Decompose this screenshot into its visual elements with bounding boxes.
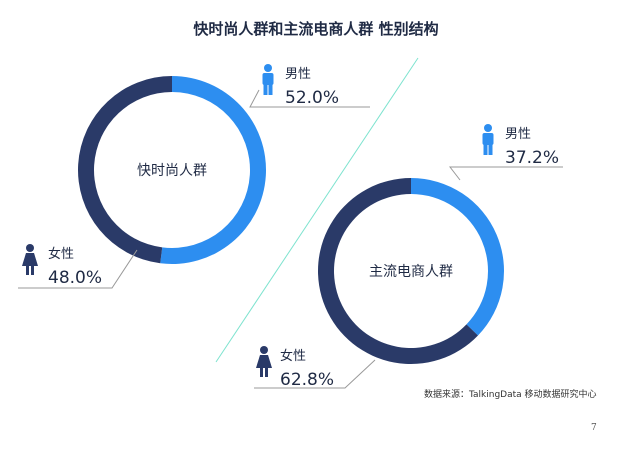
donut-slice-female-2 [318,178,478,364]
donut-slice-female-1 [77,76,172,264]
data-label-female-2: 62.8% [280,370,334,390]
donut-slice-male-2 [411,178,504,336]
diagonal-divider [215,57,419,363]
data-label-female-1: 48.0% [48,268,102,288]
leader-line-female-2 [254,359,376,389]
legend-label-female-1: 女性 [48,246,74,262]
data-source-note: 数据来源：TalkingData 移动数据研究中心 [424,390,597,400]
legend-label-male-1: 男性 [285,67,311,82]
donut-slice-male-1 [160,76,266,264]
male-person-icon [482,124,494,155]
donut-center-label-2: 主流电商人群 [369,264,453,280]
data-label-male-1: 52.0% [285,88,339,108]
leader-line-female-1 [18,249,138,289]
donut-center-label-1: 快时尚人群 [137,163,207,179]
leader-line-male-2 [448,166,563,181]
female-person-icon [22,244,38,275]
male-person-icon [262,64,274,95]
data-label-male-2: 37.2% [505,148,559,168]
leader-line-male-1 [249,89,370,108]
female-person-icon [256,346,272,377]
legend-label-male-2: 男性 [505,127,531,142]
page-number: 7 [591,423,597,433]
chart-title: 快时尚人群和主流电商人群 性别结构 [193,20,439,38]
legend-label-female-2: 女性 [280,348,306,364]
